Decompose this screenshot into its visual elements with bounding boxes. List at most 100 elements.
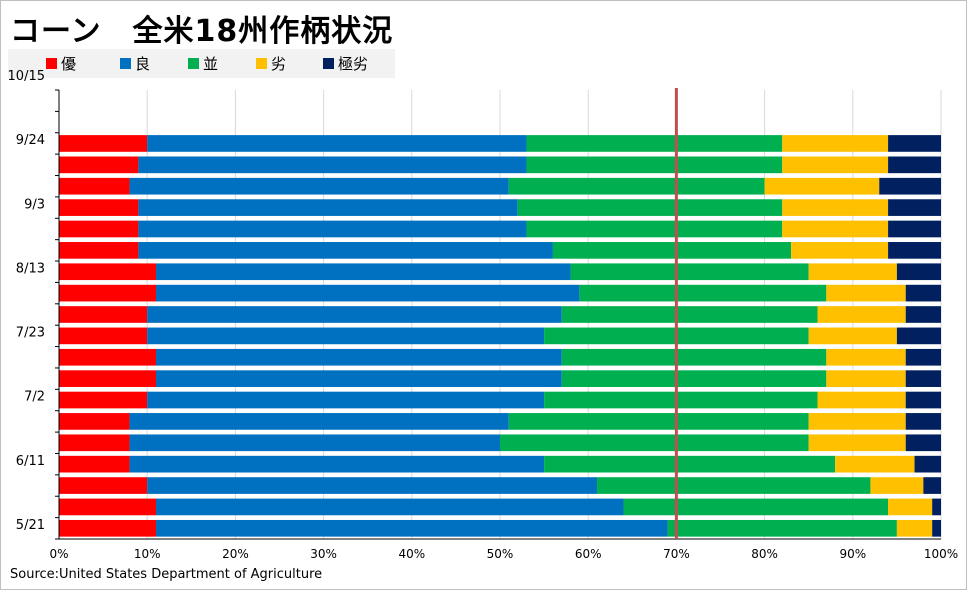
bar-segment-excellent [59,242,139,259]
bar-segment-excellent [59,177,130,195]
bar-segment-excellent [59,327,148,345]
bar-segment-very-poor [905,348,941,366]
bar-segment-good [156,263,571,281]
bar-segment-fair [544,391,818,409]
bar-segment-very-poor [905,306,941,323]
bar-segment-good [138,156,527,174]
legend-label-very-poor: 極劣 [338,55,369,73]
bar-segment-poor [896,519,933,537]
y-tick-label: 10/15 [8,69,45,84]
legend-item-excellent: 優 [46,49,76,78]
bar-segment-poor [817,306,906,323]
bar-segment-fair [561,306,818,323]
legend-swatch-poor [256,58,267,69]
bar-segment-good [129,413,509,430]
bar-segment-poor [782,220,889,238]
bar-segment-very-poor [896,327,941,345]
x-tick-label: 40% [398,547,425,561]
bar-segment-fair [500,434,809,452]
bar-segment-excellent [59,519,157,537]
bar-segment-very-poor [905,391,941,409]
bar-segment-fair [544,455,836,473]
legend-swatch-good [120,58,131,69]
bar-segment-good [147,391,545,409]
bar-segment-very-poor [905,284,941,302]
bar-segment-fair [561,370,827,387]
y-tick-label: 9/3 [24,197,45,212]
bar-segment-very-poor [888,156,941,174]
bar-segment-excellent [59,498,157,516]
bar-segment-very-poor [932,498,941,516]
y-tick-label: 9/24 [16,133,45,148]
bar-segment-excellent [59,477,148,494]
bar-segment-very-poor [932,519,941,537]
legend-item-good: 良 [120,49,150,78]
legend-label-good: 良 [135,55,151,73]
bar-segment-excellent [59,284,157,302]
bar-segment-fair [517,199,783,216]
bar-segment-excellent [59,434,130,452]
bar-segment-poor [764,177,880,195]
bar-segment-good [147,306,562,323]
bar-segment-poor [826,284,906,302]
bar-segment-excellent [59,199,139,216]
x-tick-label: 100% [924,547,958,561]
legend: 優 良 並 劣 極劣 [8,49,395,78]
bar-segment-poor [817,391,906,409]
bar-segment-excellent [59,348,157,366]
bar-segment-poor [808,434,906,452]
bar-segment-good [156,370,562,387]
bar-segment-poor [835,455,915,473]
chart-title: コーン 全米18州作柄状況 [10,14,394,49]
bar-segment-poor [870,477,924,494]
bar-segment-excellent [59,370,157,387]
legend-item-fair: 並 [188,49,218,78]
bar-segment-fair [526,220,783,238]
bar-segment-poor [808,263,897,281]
bar-segment-good [156,348,562,366]
bar-segment-excellent [59,391,148,409]
bar-segment-poor [888,498,933,516]
bar-segment-very-poor [914,455,941,473]
bar-segment-good [147,327,545,345]
bar-segment-good [129,455,545,473]
x-tick-label: 10% [134,547,161,561]
bar-segment-good [156,498,624,516]
x-tick-label: 50% [487,547,514,561]
bar-segment-fair [623,498,889,516]
x-tick-label: 70% [663,547,690,561]
bar-segment-fair [561,348,827,366]
bar-segment-very-poor [879,177,941,195]
bar-segment-poor [782,156,889,174]
bar-segment-excellent [59,135,148,152]
bar-segment-fair [526,135,783,152]
bar-segment-good [156,284,580,302]
legend-item-very-poor: 極劣 [323,49,368,78]
y-tick-label: 7/23 [16,326,45,341]
bar-segment-poor [826,370,906,387]
x-tick-label: 60% [575,547,602,561]
bar-segment-excellent [59,306,148,323]
y-tick-label: 7/2 [24,390,45,405]
bar-segment-very-poor [905,413,941,430]
bar-segment-poor [782,135,889,152]
bar-segment-excellent [59,455,130,473]
bar-segment-excellent [59,220,139,238]
legend-item-poor: 劣 [256,49,286,78]
bar-segment-very-poor [905,434,941,452]
x-tick-label: 30% [310,547,337,561]
bar-segment-fair [667,519,897,537]
x-tick-label: 80% [751,547,778,561]
bar-segment-very-poor [888,220,941,238]
x-tick-label: 20% [222,547,249,561]
legend-label-poor: 劣 [271,55,287,73]
bar-segment-fair [526,156,783,174]
bar-segment-excellent [59,156,139,174]
x-tick-label: 0% [49,547,68,561]
bar-segment-good [147,135,527,152]
bar-segment-good [129,177,509,195]
bar-segment-poor [808,413,906,430]
bar-segment-good [129,434,500,452]
y-tick-label: 8/13 [16,261,45,276]
